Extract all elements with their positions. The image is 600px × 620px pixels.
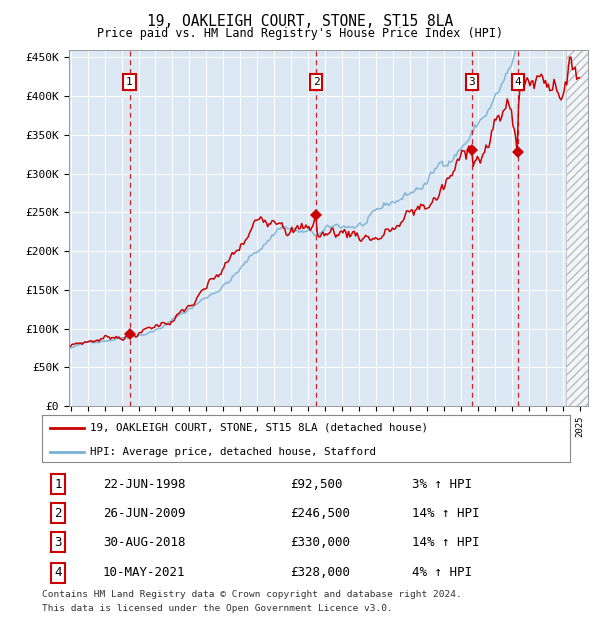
Text: 4% ↑ HPI: 4% ↑ HPI bbox=[412, 566, 472, 579]
Text: £92,500: £92,500 bbox=[290, 478, 343, 491]
Text: 2: 2 bbox=[313, 77, 320, 87]
Text: HPI: Average price, detached house, Stafford: HPI: Average price, detached house, Staf… bbox=[89, 446, 376, 457]
Text: 19, OAKLEIGH COURT, STONE, ST15 8LA: 19, OAKLEIGH COURT, STONE, ST15 8LA bbox=[147, 14, 453, 29]
Text: 1: 1 bbox=[126, 77, 133, 87]
Text: £246,500: £246,500 bbox=[290, 507, 350, 520]
Text: 10-MAY-2021: 10-MAY-2021 bbox=[103, 566, 185, 579]
Text: 30-AUG-2018: 30-AUG-2018 bbox=[103, 536, 185, 549]
Text: 3: 3 bbox=[54, 536, 62, 549]
Text: Contains HM Land Registry data © Crown copyright and database right 2024.: Contains HM Land Registry data © Crown c… bbox=[42, 590, 462, 600]
Text: 14% ↑ HPI: 14% ↑ HPI bbox=[412, 536, 479, 549]
Text: 19, OAKLEIGH COURT, STONE, ST15 8LA (detached house): 19, OAKLEIGH COURT, STONE, ST15 8LA (det… bbox=[89, 423, 428, 433]
Text: £328,000: £328,000 bbox=[290, 566, 350, 579]
Text: This data is licensed under the Open Government Licence v3.0.: This data is licensed under the Open Gov… bbox=[42, 604, 393, 613]
Text: 22-JUN-1998: 22-JUN-1998 bbox=[103, 478, 185, 491]
Text: £330,000: £330,000 bbox=[290, 536, 350, 549]
Text: 3: 3 bbox=[469, 77, 475, 87]
Text: 26-JUN-2009: 26-JUN-2009 bbox=[103, 507, 185, 520]
Text: 4: 4 bbox=[514, 77, 521, 87]
Text: Price paid vs. HM Land Registry's House Price Index (HPI): Price paid vs. HM Land Registry's House … bbox=[97, 27, 503, 40]
Text: 4: 4 bbox=[54, 566, 62, 579]
Text: 14% ↑ HPI: 14% ↑ HPI bbox=[412, 507, 479, 520]
Text: 1: 1 bbox=[54, 478, 62, 491]
Text: 2: 2 bbox=[54, 507, 62, 520]
Text: 3% ↑ HPI: 3% ↑ HPI bbox=[412, 478, 472, 491]
